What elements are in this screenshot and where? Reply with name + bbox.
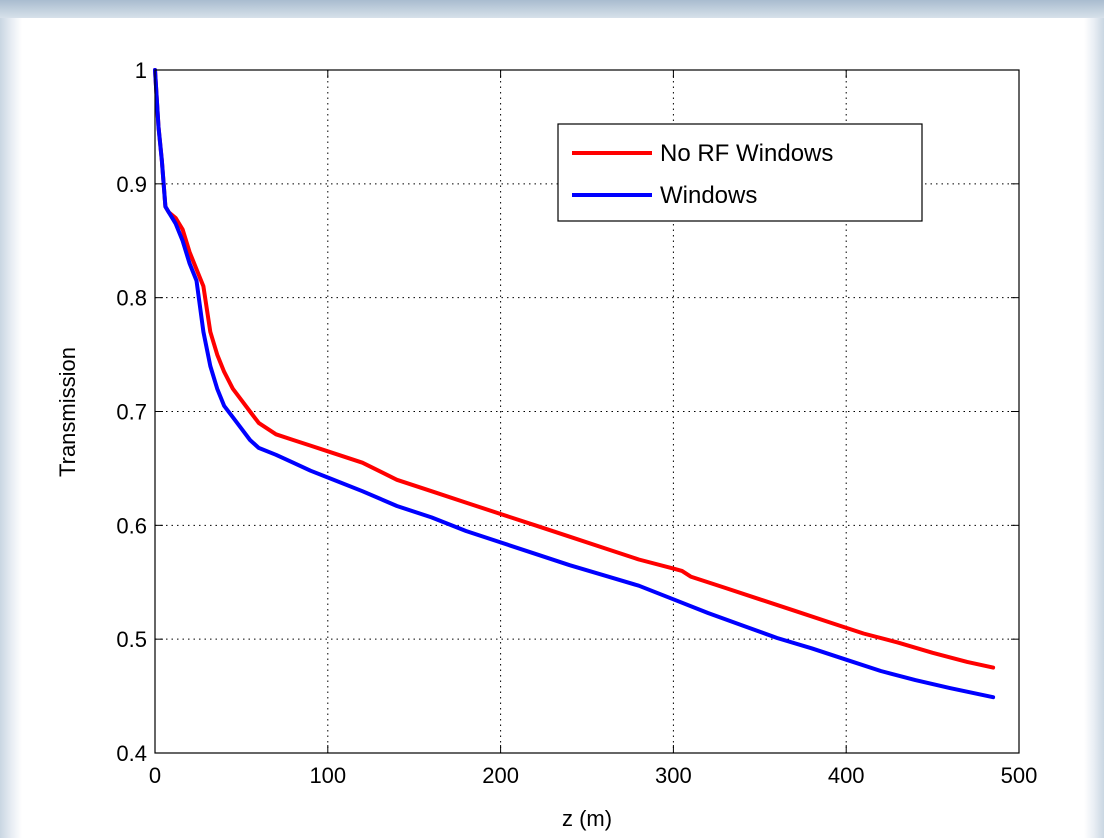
series-layer (153, 68, 996, 700)
slide-top-band (0, 0, 1104, 18)
legend-label-windows: Windows (660, 182, 757, 209)
y-tick-label: 0.5 (116, 627, 147, 652)
x-axis-label-text: z (m) (562, 806, 612, 831)
legend-label-no-rf-windows-text: No RF Windows (660, 140, 833, 167)
y-tick-label: 0.4 (116, 741, 147, 766)
series-line-no-rf-windows (153, 68, 996, 670)
y-axis-label: Transmission (55, 347, 80, 477)
legend-label-windows-text: Windows (660, 182, 757, 209)
series-line-windows (153, 68, 996, 700)
x-tick-label: 0 (149, 763, 161, 788)
x-tick-label: 200 (482, 763, 519, 788)
legend-label-no-rf-windows: No RF Windows (660, 140, 833, 167)
x-tick-label: 400 (828, 763, 865, 788)
legend: No RF Windows Windows (557, 123, 923, 222)
ticks-layer: 0 100 200 300 400 500 0.4 0.5 0.6 0.7 0.8 0.9 1 (116, 58, 1037, 788)
legend-box (557, 123, 923, 222)
y-tick-label: 0.6 (116, 513, 147, 538)
x-axis-label: z (m) (562, 806, 612, 831)
grid (155, 70, 1019, 753)
y-tick-label: 0.9 (116, 172, 147, 197)
y-tick-label: 0.7 (116, 400, 147, 425)
y-tick-label: 1 (135, 58, 147, 83)
x-tick-label: 500 (1001, 763, 1038, 788)
y-tick-label: 0.8 (116, 286, 147, 311)
x-tick-label: 100 (309, 763, 346, 788)
x-tick-label: 300 (655, 763, 692, 788)
y-axis-label-text: Transmission (55, 347, 80, 477)
